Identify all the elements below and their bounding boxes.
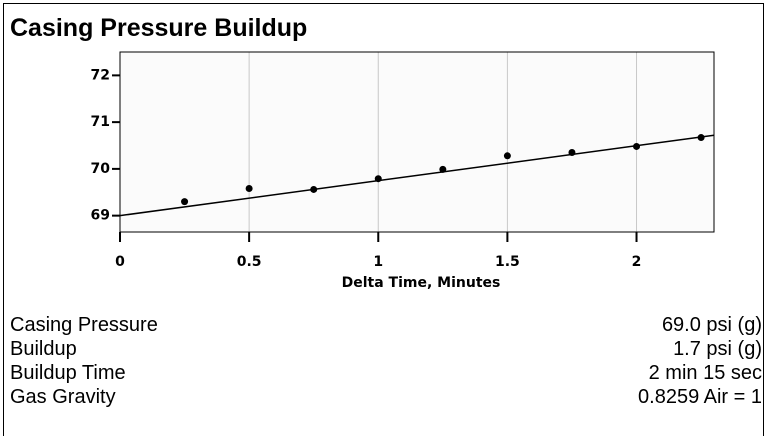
row-value: 2 min 15 sec bbox=[648, 362, 762, 384]
row-label: Buildup bbox=[10, 338, 77, 360]
row-value: 1.7 psi (g) bbox=[673, 338, 762, 360]
x-tick-label: 0 bbox=[115, 254, 125, 270]
y-tick-label: 69 bbox=[91, 208, 110, 224]
fit-line bbox=[119, 134, 715, 217]
row-value: 0.8259 Air = 1 bbox=[638, 386, 762, 408]
y-tick-label: 72 bbox=[91, 67, 110, 83]
data-point bbox=[181, 198, 189, 206]
row-label: Buildup Time bbox=[10, 362, 126, 384]
x-tick-label: 1.5 bbox=[495, 254, 520, 270]
data-point bbox=[245, 185, 253, 193]
table-row: Gas Gravity 0.8259 Air = 1 bbox=[10, 386, 762, 410]
y-tick-label: 70 bbox=[91, 161, 111, 177]
plot-area bbox=[120, 52, 714, 232]
table-row: Casing Pressure 69.0 psi (g) bbox=[10, 314, 762, 338]
row-label: Casing Pressure bbox=[10, 314, 158, 336]
x-tick-label: 2 bbox=[632, 254, 642, 270]
row-label: Gas Gravity bbox=[10, 386, 116, 408]
table-row: Buildup Time 2 min 15 sec bbox=[10, 362, 762, 386]
row-value: 69.0 psi (g) bbox=[661, 314, 762, 336]
panel-title: Casing Pressure Buildup bbox=[10, 14, 308, 42]
x-axis-label: Delta Time, Minutes bbox=[342, 275, 501, 291]
x-tick-label: 0.5 bbox=[237, 254, 262, 270]
y-tick-label: 71 bbox=[91, 114, 110, 130]
x-tick-label: 1 bbox=[373, 254, 383, 270]
panel: Casing Pressure Buildup Casing Pressure 6… bbox=[3, 3, 764, 436]
table-row: Buildup 1.7 psi (g) bbox=[10, 338, 762, 362]
data-point bbox=[503, 152, 511, 160]
plot-frame bbox=[119, 51, 715, 233]
